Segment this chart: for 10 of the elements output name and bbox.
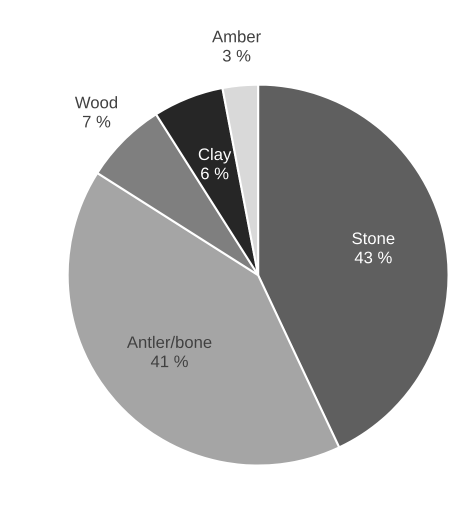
data-label: 43 % xyxy=(354,252,392,264)
slice-label: Amber xyxy=(212,30,261,42)
data-label: 6 % xyxy=(201,168,228,180)
data-label: 41 % xyxy=(150,356,188,368)
data-label: 3 % xyxy=(222,50,250,62)
data-label: 7 % xyxy=(82,116,110,128)
slice-label: Wood xyxy=(74,96,118,108)
slice-label: Stone xyxy=(352,232,394,244)
slice-label: Antler/bone xyxy=(126,336,212,348)
slice-label: Clay xyxy=(198,148,232,164)
